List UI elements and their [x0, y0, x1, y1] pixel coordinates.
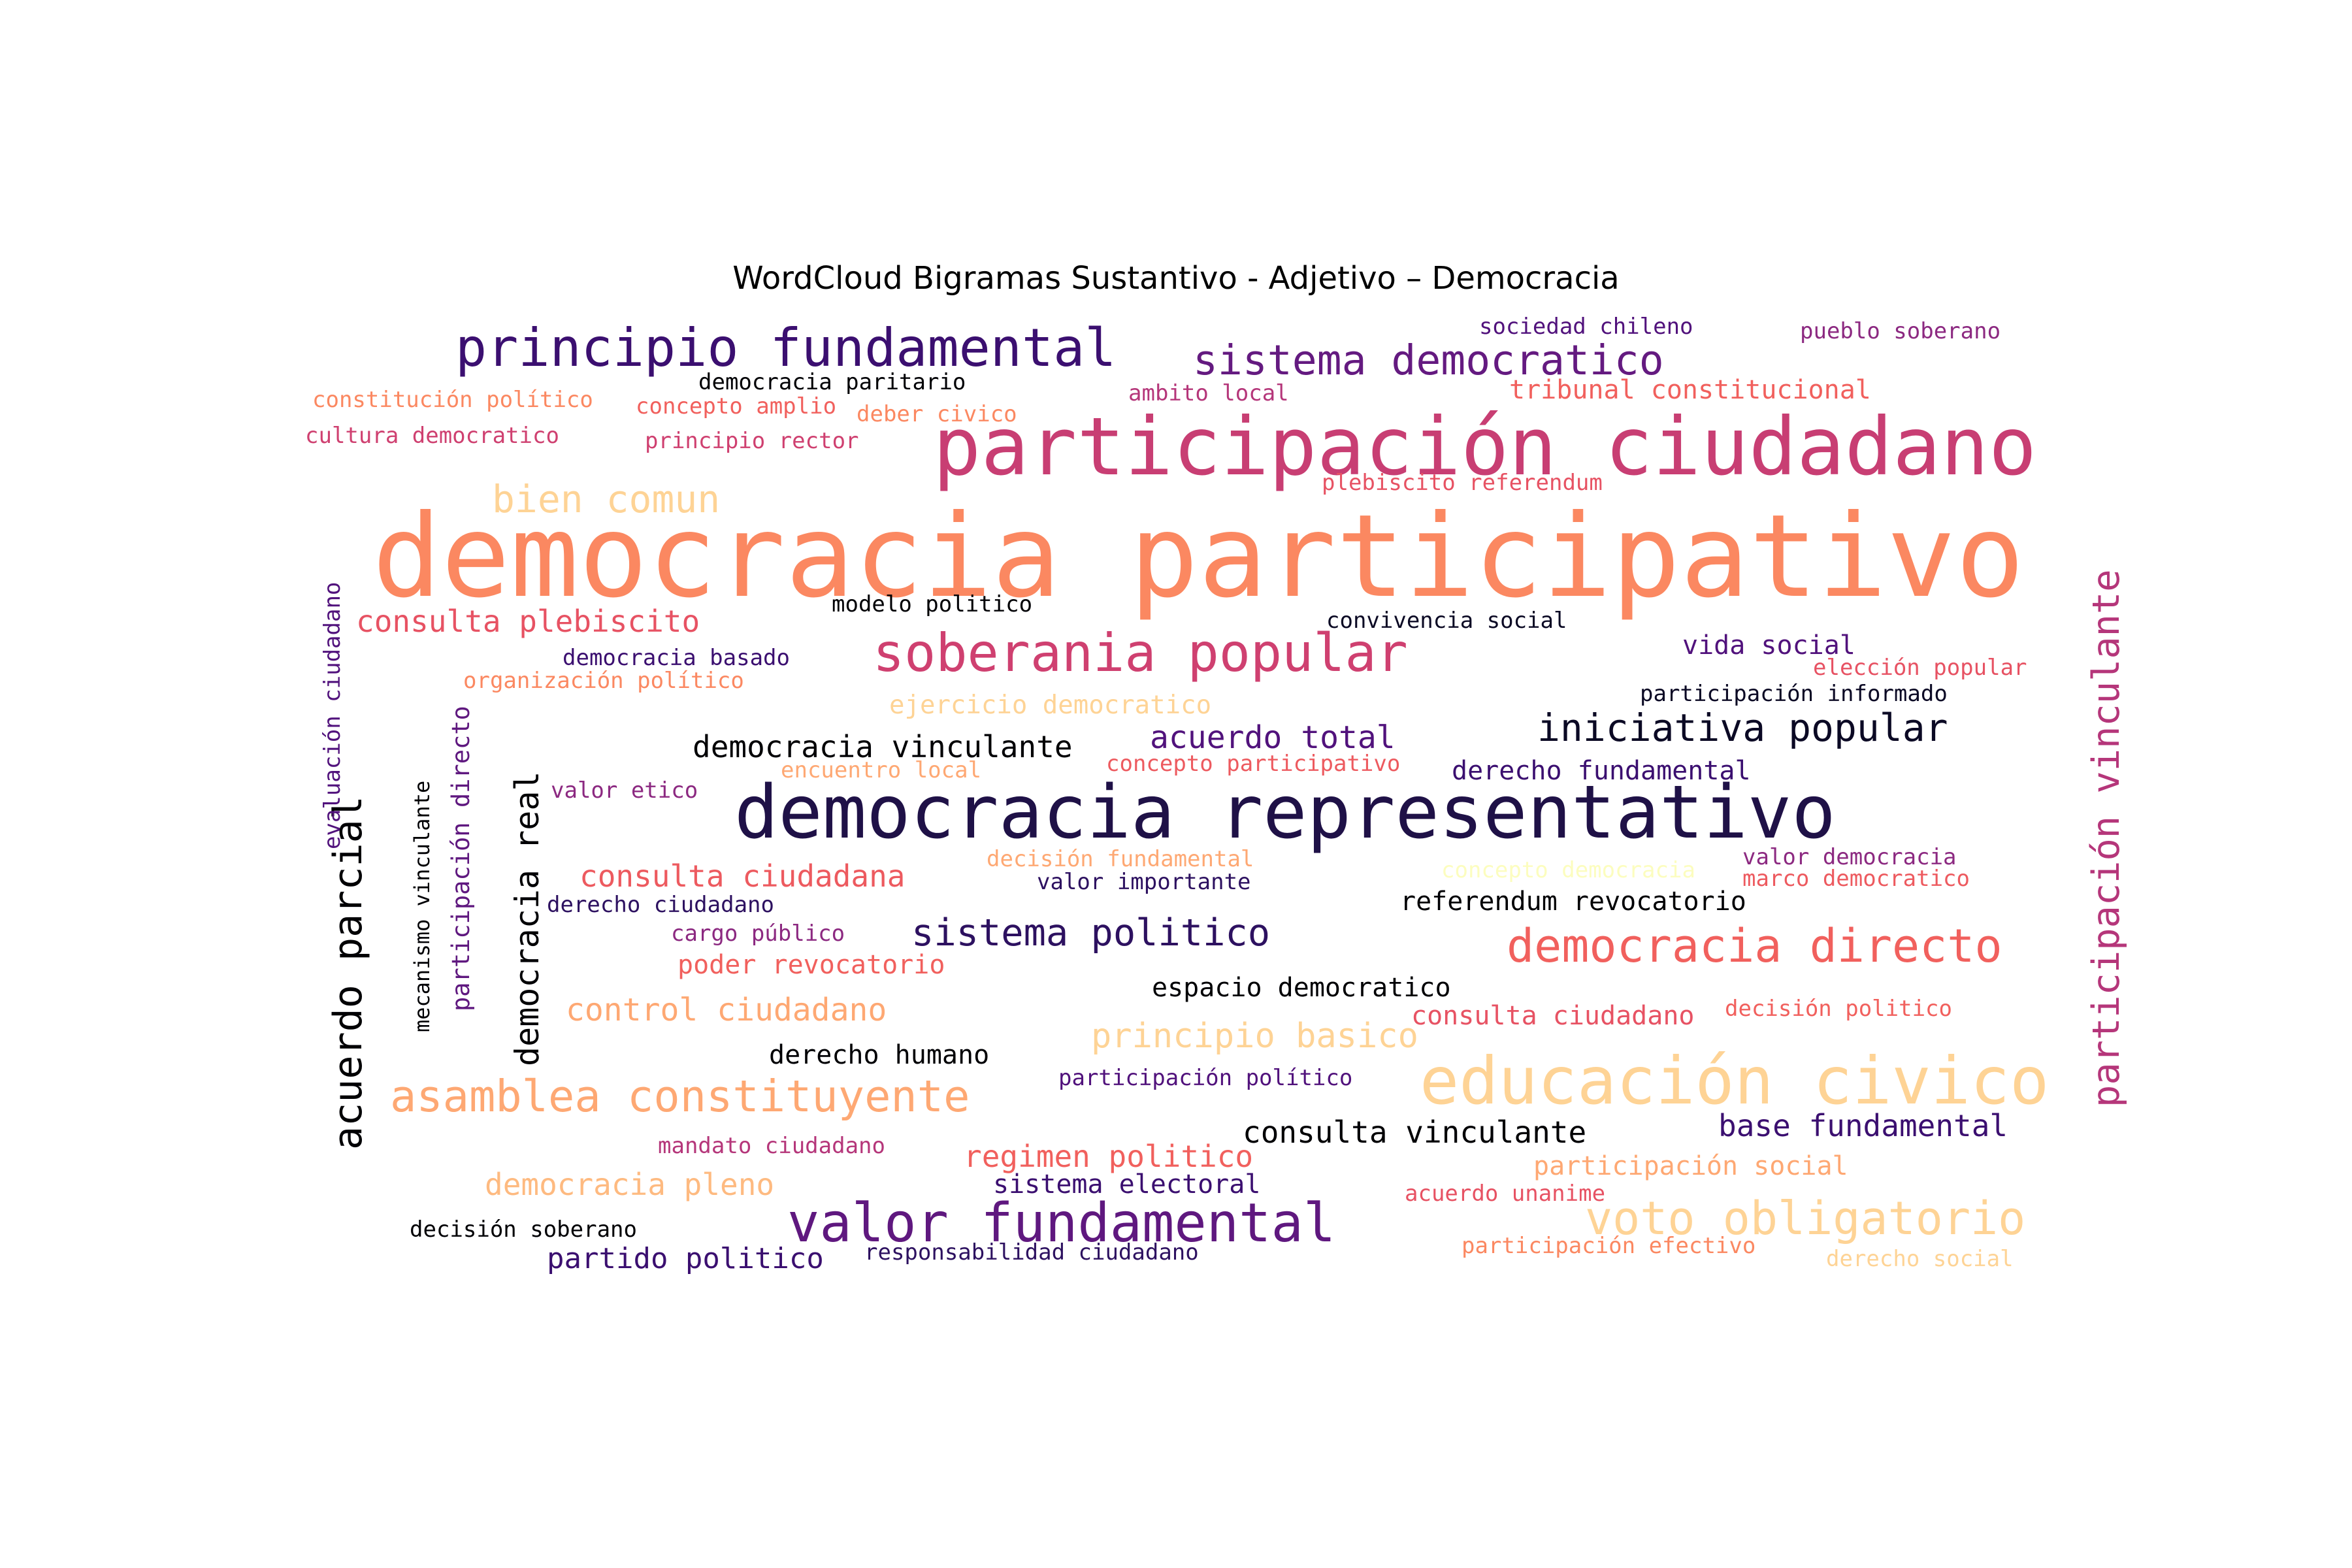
- word-67: cargo público: [671, 921, 845, 947]
- word-60: valor etico: [551, 777, 698, 804]
- word-50: modelo politico: [832, 591, 1033, 617]
- word-12: voto obligatorio: [1585, 1192, 2026, 1245]
- word-74: participación efectivo: [1462, 1233, 1756, 1259]
- word-37: tribunal constitucional: [1509, 375, 1871, 405]
- word-36: vida social: [1682, 630, 1855, 661]
- word-73: responsabilidad ciudadano: [864, 1239, 1199, 1266]
- word-55: participación informado: [1640, 681, 1948, 707]
- word-6: valor fundamental: [787, 1192, 1336, 1254]
- word-59: concepto participativo: [1106, 751, 1401, 777]
- word-15: sistema politico: [911, 911, 1271, 955]
- word-62: concepto democracia: [1441, 857, 1695, 883]
- word-75: derecho social: [1826, 1246, 2014, 1272]
- word-1: participación ciudadano: [933, 400, 2037, 493]
- word-3: educación civico: [1420, 1043, 2050, 1119]
- word-39: participación directo: [447, 706, 475, 1011]
- word-27: derecho fundamental: [1452, 756, 1751, 786]
- word-38: ejercicio democratico: [889, 691, 1212, 720]
- word-64: valor importante: [1037, 869, 1251, 895]
- word-54: organización político: [463, 668, 744, 694]
- word-14: democracia real: [508, 771, 546, 1066]
- word-2: democracia representativo: [734, 770, 1836, 855]
- word-5: soberania popular: [873, 623, 1408, 683]
- word-61: decisión fundamental: [987, 846, 1254, 872]
- chart-title: WordCloud Bigramas Sustantivo - Adjetivo…: [732, 260, 1620, 297]
- word-31: consulta ciudadano: [1411, 1001, 1695, 1031]
- word-24: regimen politico: [964, 1139, 1254, 1174]
- word-71: acuerdo unanime: [1405, 1181, 1606, 1207]
- word-72: decisión soberano: [410, 1217, 637, 1243]
- word-34: sistema electoral: [993, 1169, 1261, 1200]
- word-26: base fundamental: [1718, 1108, 2008, 1143]
- word-4: principio fundamental: [455, 318, 1117, 378]
- word-66: derecho ciudadano: [547, 892, 774, 918]
- word-7: participación vinculante: [2085, 569, 2128, 1107]
- word-41: pueblo soberano: [1800, 318, 2001, 344]
- word-46: ambito local: [1128, 380, 1289, 406]
- word-70: mandato ciudadano: [658, 1133, 885, 1159]
- word-9: democracia directo: [1507, 919, 2002, 973]
- word-45: deber civico: [857, 401, 1017, 427]
- word-47: cultura democratico: [305, 423, 559, 449]
- word-57: mecanismo vinculante: [410, 780, 434, 1032]
- word-53: elección popular: [1813, 655, 2027, 681]
- word-17: principio basico: [1091, 1017, 1418, 1056]
- word-25: democracia pleno: [485, 1167, 775, 1202]
- word-0: democracia participativo: [372, 491, 2025, 623]
- word-21: democracia vinculante: [693, 729, 1073, 764]
- word-18: acuerdo total: [1150, 719, 1396, 756]
- word-35: referendum revocatorio: [1400, 887, 1746, 917]
- word-49: plebiscito referendum: [1322, 470, 1603, 496]
- word-52: democracia basado: [563, 645, 790, 671]
- word-68: decisión politico: [1725, 996, 1952, 1022]
- word-40: sociedad chileno: [1479, 314, 1693, 340]
- word-30: partido politico: [547, 1242, 824, 1275]
- word-42: democracia paritario: [698, 369, 966, 395]
- word-8: sistema democratico: [1193, 336, 1664, 384]
- word-65: marco democratico: [1742, 866, 1970, 892]
- word-48: principio rector: [645, 428, 859, 454]
- word-51: convivencia social: [1326, 608, 1567, 634]
- word-22: control ciudadano: [566, 992, 887, 1028]
- word-58: encuentro local: [781, 757, 982, 783]
- word-69: participación político: [1058, 1065, 1353, 1091]
- word-63: valor democracia: [1742, 844, 1957, 870]
- word-11: asamblea constituyente: [390, 1071, 970, 1122]
- word-29: espacio democratico: [1152, 973, 1451, 1003]
- word-23: consulta vinculante: [1243, 1115, 1587, 1150]
- word-28: poder revocatorio: [678, 950, 945, 980]
- word-20: consulta ciudadana: [580, 858, 906, 894]
- word-16: bien comun: [492, 477, 721, 521]
- word-43: constitución político: [312, 387, 593, 413]
- word-32: derecho humano: [769, 1040, 990, 1070]
- word-19: consulta plebiscito: [356, 604, 700, 639]
- word-33: participación social: [1533, 1151, 1848, 1181]
- word-56: evaluación ciudadano: [319, 581, 346, 849]
- word-44: concepto amplio: [636, 393, 837, 419]
- word-13: iniciativa popular: [1537, 706, 1948, 750]
